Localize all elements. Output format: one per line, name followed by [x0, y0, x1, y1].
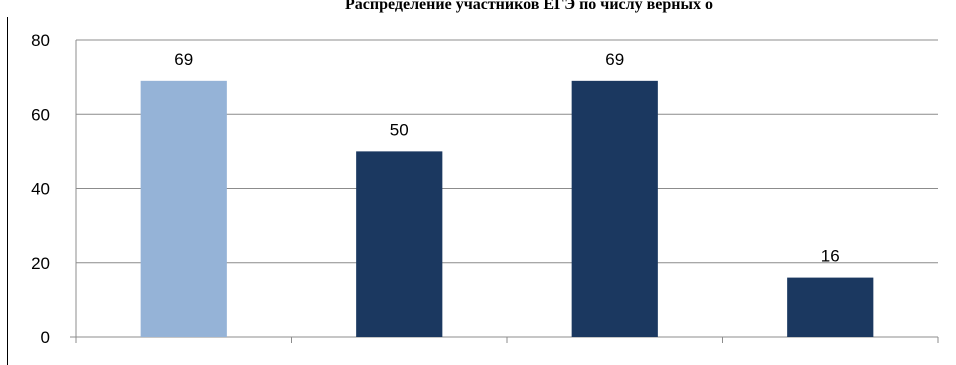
y-tick-label: 60: [31, 105, 50, 124]
y-tick-label: 40: [31, 180, 50, 199]
y-tick-label: 20: [31, 254, 50, 273]
data-label: 50: [390, 120, 409, 139]
chart-frame-border: [7, 17, 8, 365]
bar: [356, 151, 443, 337]
data-label: 16: [821, 247, 840, 266]
chart-title: Распределение участников ЕГЭ по числу ве…: [345, 0, 713, 13]
bar: [787, 277, 874, 337]
y-tick-label: 80: [31, 31, 50, 50]
data-label: 69: [605, 50, 624, 69]
bar: [571, 80, 658, 338]
bar: [140, 80, 227, 338]
data-label: 69: [174, 50, 193, 69]
y-tick-label: 0: [41, 328, 50, 347]
